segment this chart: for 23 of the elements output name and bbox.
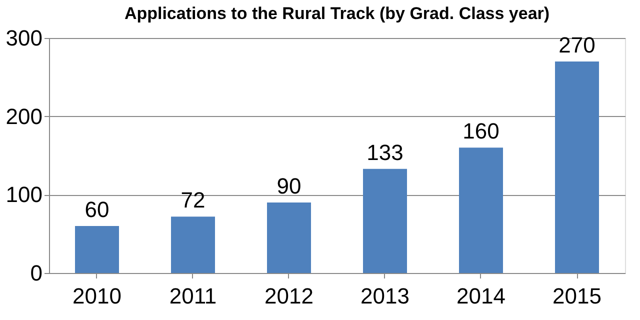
- bar: [75, 226, 119, 273]
- bar: [363, 168, 407, 273]
- y-tick-label: 300: [6, 26, 42, 50]
- data-label: 133: [366, 140, 404, 165]
- data-label: 270: [558, 32, 596, 58]
- chart-title: Applications to the Rural Track (by Grad. Class year): [124, 4, 550, 23]
- bar: [555, 62, 599, 273]
- bar: [171, 216, 215, 273]
- bar: [459, 148, 503, 273]
- data-label: 72: [180, 188, 206, 213]
- x-tick-label: 2010: [72, 284, 122, 308]
- y-tick-label: 100: [6, 182, 42, 208]
- data-label: 90: [276, 174, 302, 198]
- bar: [267, 202, 311, 273]
- data-label: 60: [84, 197, 110, 222]
- x-tick-label: 2012: [264, 284, 314, 308]
- data-label: 160: [462, 118, 500, 144]
- x-tick-label: 2014: [456, 284, 506, 308]
- x-tick-label: 2015: [552, 284, 602, 308]
- y-tick-label: 0: [30, 260, 42, 286]
- y-tick-label: 200: [6, 104, 42, 129]
- x-tick-label: 2011: [169, 284, 217, 308]
- x-tick-label: 2013: [360, 284, 410, 308]
